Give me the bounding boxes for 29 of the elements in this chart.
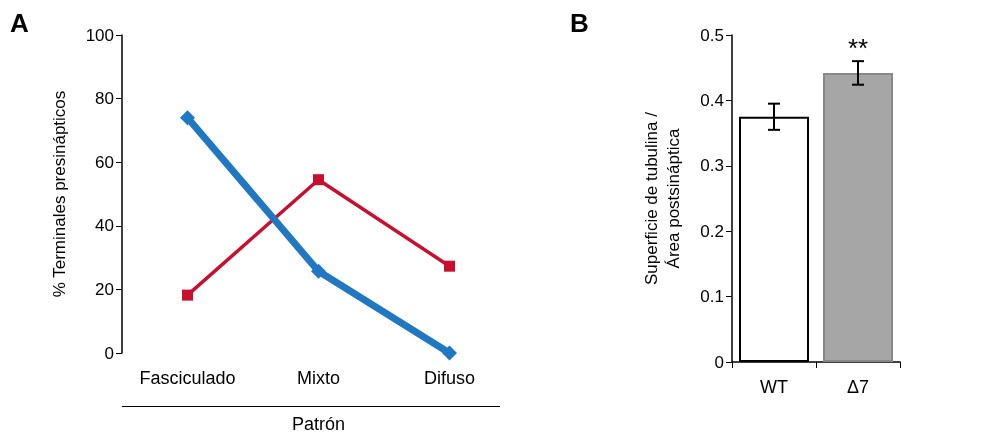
x-tick-label: WT (760, 377, 788, 397)
y-tick-label: 80 (95, 89, 114, 109)
point (442, 345, 457, 361)
x-tick-label: Difuso (423, 368, 476, 388)
point (313, 174, 324, 186)
y-tick-label: 0.3 (700, 156, 724, 176)
point (311, 263, 326, 279)
y-tick-label: 0 (714, 352, 724, 372)
point (182, 289, 193, 301)
point (180, 110, 195, 126)
y-axis-title: % Terminales presinápticos (49, 90, 69, 298)
point (444, 260, 455, 272)
y-tick-label: 0.5 (700, 25, 724, 45)
y-tick-label: 0 (104, 343, 114, 363)
y-tick-label: 40 (95, 216, 114, 236)
y-tick-label: 0.2 (700, 221, 724, 241)
x-axis-title: Patrón (291, 414, 346, 434)
chart-title: B (570, 8, 589, 39)
y-tick-label: 100 (85, 25, 114, 45)
y-tick-label: 20 (95, 279, 114, 299)
x-tick-label: Δ7 (846, 377, 870, 397)
x-tick-label: Fasciculado (139, 368, 236, 388)
y-axis-title: Superficie de tubulina / Área postsináptica (641, 111, 683, 285)
y-tick-label: 0.4 (700, 90, 724, 110)
annotation: ** (847, 32, 869, 64)
y-tick-label: 60 (95, 152, 114, 172)
chart-title: A (10, 8, 29, 39)
x-tick-label: Mixto (296, 368, 341, 388)
y-tick-label: 0.1 (700, 287, 724, 307)
